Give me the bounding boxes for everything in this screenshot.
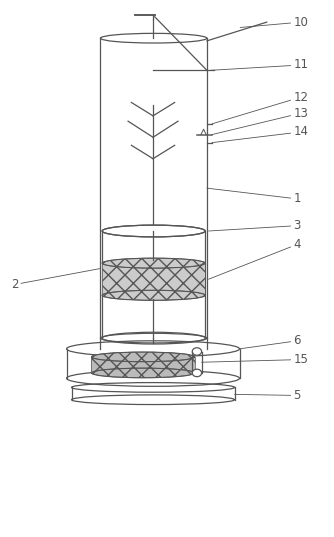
Text: 5: 5 <box>234 389 301 402</box>
Bar <box>102 263 205 295</box>
Text: 14: 14 <box>212 126 308 143</box>
Text: 3: 3 <box>208 219 301 232</box>
Text: 13: 13 <box>212 107 308 135</box>
Ellipse shape <box>102 225 205 237</box>
Bar <box>92 357 195 373</box>
Ellipse shape <box>92 368 195 378</box>
Ellipse shape <box>92 352 195 362</box>
Bar <box>92 357 195 373</box>
Ellipse shape <box>102 291 205 300</box>
Text: 12: 12 <box>212 91 308 124</box>
Ellipse shape <box>192 348 202 355</box>
Bar <box>102 263 205 295</box>
Ellipse shape <box>102 258 205 268</box>
Text: 15: 15 <box>202 353 308 366</box>
Text: 1: 1 <box>207 188 301 205</box>
Text: 6: 6 <box>239 335 301 349</box>
Text: 2: 2 <box>11 268 101 291</box>
Ellipse shape <box>192 369 202 376</box>
Text: 4: 4 <box>208 238 301 279</box>
Text: 11: 11 <box>210 59 308 71</box>
Text: 10: 10 <box>240 16 308 28</box>
